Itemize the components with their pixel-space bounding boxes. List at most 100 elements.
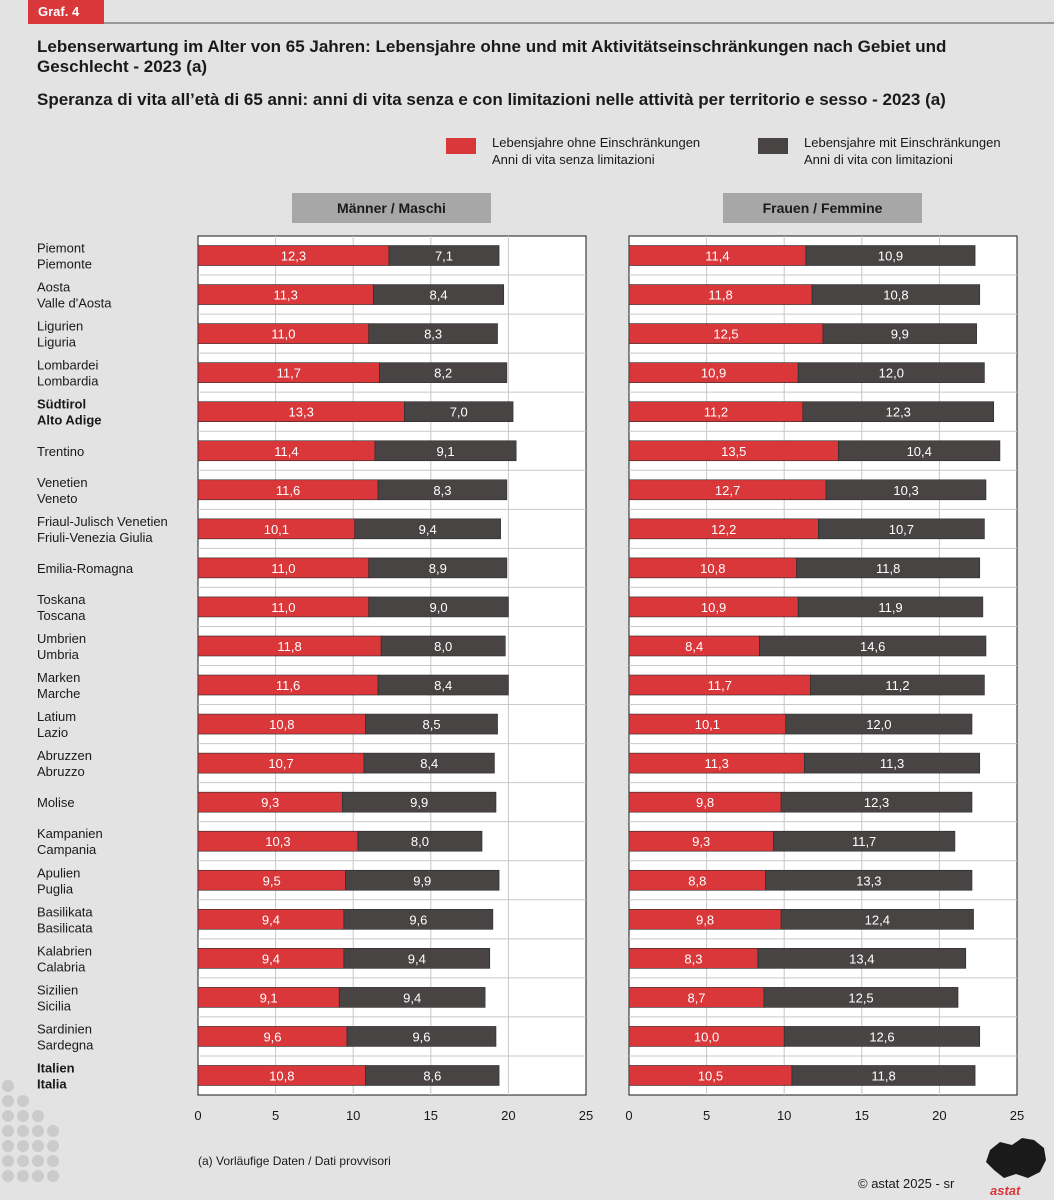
category-label-it: Piemonte — [37, 257, 92, 272]
data-label-without: 10,5 — [698, 1068, 723, 1083]
category-label-it: Calabria — [37, 959, 86, 974]
bar-with-limitations — [343, 908, 494, 930]
data-label-without: 9,1 — [260, 990, 278, 1005]
x-tick-label: 15 — [855, 1108, 869, 1123]
header-rule — [104, 22, 1054, 24]
data-label-without: 9,6 — [263, 1029, 281, 1044]
data-label-with: 12,6 — [869, 1029, 894, 1044]
bar-with-limitations — [780, 908, 974, 930]
data-label-without: 13,5 — [721, 444, 746, 459]
decorative-dot — [32, 1110, 44, 1122]
category-label-it: Campania — [37, 842, 97, 857]
category-label-de: Ligurien — [37, 319, 83, 334]
data-label-without: 10,0 — [694, 1029, 719, 1044]
decorative-dot — [47, 1125, 59, 1137]
bar-with-limitations — [765, 869, 973, 891]
category-label-de: Toskana — [37, 592, 86, 607]
data-label-without: 11,7 — [277, 366, 301, 381]
chart-title-german: Lebenserwartung im Alter von 65 Jahren: … — [37, 37, 947, 76]
data-label-without: 11,3 — [705, 756, 729, 771]
data-label-with: 9,4 — [408, 951, 426, 966]
data-label-with: 12,3 — [886, 405, 911, 420]
bar-with-limitations — [791, 1065, 976, 1086]
data-label-without: 9,4 — [262, 912, 280, 927]
data-label-with: 11,8 — [871, 1068, 895, 1083]
category-label-it: Sicilia — [37, 998, 72, 1013]
category-label-it: Puglia — [37, 881, 74, 896]
decorative-dot — [17, 1110, 29, 1122]
bar-with-limitations — [805, 245, 976, 266]
decorative-dot — [47, 1140, 59, 1152]
x-tick-label: 0 — [625, 1108, 632, 1123]
decorative-dot — [17, 1170, 29, 1182]
copyright-note: © astat 2025 - sr — [858, 1176, 955, 1191]
bar-with-limitations — [825, 479, 987, 501]
panel-title-men: Männer / Maschi — [292, 193, 491, 223]
decorative-dot — [32, 1155, 44, 1167]
data-label-with: 11,7 — [852, 834, 876, 849]
bar-with-limitations — [802, 401, 995, 423]
category-label-de: Lombardei — [37, 358, 99, 373]
data-label-with: 9,9 — [413, 873, 431, 888]
bar-with-limitations — [342, 791, 497, 813]
category-label-it: Italia — [37, 1076, 67, 1091]
bar-with-limitations — [783, 1026, 981, 1047]
data-label-without: 9,4 — [262, 951, 280, 966]
data-label-with: 9,0 — [430, 600, 448, 615]
data-label-with: 12,0 — [866, 717, 891, 732]
category-label-it: Abruzzo — [37, 764, 85, 779]
data-label-without: 11,4 — [274, 444, 298, 459]
bar-with-limitations — [796, 557, 981, 579]
data-label-without: 11,8 — [708, 288, 732, 303]
data-label-without: 13,3 — [289, 405, 314, 420]
category-label-de: Latium — [37, 709, 76, 724]
data-label-with: 8,5 — [423, 717, 441, 732]
footnote: (a) Vorläufige Daten / Dati provvisori — [198, 1154, 391, 1168]
data-label-with: 9,6 — [409, 912, 427, 927]
data-label-with: 8,9 — [429, 561, 447, 576]
decorative-dot — [32, 1125, 44, 1137]
data-label-with: 9,6 — [412, 1029, 430, 1044]
bar-with-limitations — [818, 518, 985, 540]
x-tick-label: 0 — [194, 1108, 201, 1123]
bar-with-limitations — [804, 752, 981, 774]
x-tick-label: 20 — [932, 1108, 946, 1123]
data-label-with: 13,4 — [849, 951, 874, 966]
category-label-de: Apulien — [37, 865, 80, 880]
category-label: Molise — [37, 795, 75, 810]
bar-with-limitations — [377, 674, 509, 696]
data-label-with: 9,9 — [410, 795, 428, 810]
data-label-without: 10,3 — [265, 834, 290, 849]
x-tick-label: 10 — [346, 1108, 360, 1123]
category-label-de: Umbrien — [37, 631, 86, 646]
data-label-without: 12,3 — [281, 249, 306, 264]
category-label-it: Veneto — [37, 491, 78, 506]
x-tick-label: 20 — [501, 1108, 515, 1123]
category-label-it: Lazio — [37, 725, 68, 740]
data-label-with: 11,9 — [878, 600, 902, 615]
data-label-with: 8,3 — [433, 483, 451, 498]
bar-with-limitations — [797, 362, 985, 383]
data-label-with: 12,5 — [848, 990, 873, 1005]
bar-with-limitations — [780, 791, 973, 813]
data-label-without: 11,2 — [704, 405, 728, 420]
chart-title-italian: Speranza di vita all’età di 65 anni: ann… — [37, 90, 946, 109]
category-label-de: Sardinien — [37, 1021, 92, 1036]
category-label-de: Aosta — [37, 280, 71, 295]
bar-with-limitations — [763, 987, 959, 1008]
x-tick-label: 10 — [777, 1108, 791, 1123]
decorative-dot — [47, 1170, 59, 1182]
category-label-de: Südtirol — [37, 397, 86, 412]
bar-with-limitations — [810, 674, 985, 696]
bar-with-limitations — [811, 284, 981, 305]
chart-number-badge: Graf. 4 — [28, 0, 104, 24]
data-label-without: 11,0 — [271, 561, 295, 576]
category-label-de: Sizilien — [37, 982, 78, 997]
data-label-without: 10,1 — [264, 522, 289, 537]
data-label-without: 11,6 — [276, 483, 300, 498]
category-label-de: Friaul-Julisch Venetien — [37, 514, 168, 529]
category-label-it: Alto Adige — [37, 413, 102, 428]
data-label-with: 10,3 — [893, 483, 918, 498]
data-label-with: 8,4 — [430, 288, 448, 303]
data-label-without: 8,8 — [688, 873, 706, 888]
